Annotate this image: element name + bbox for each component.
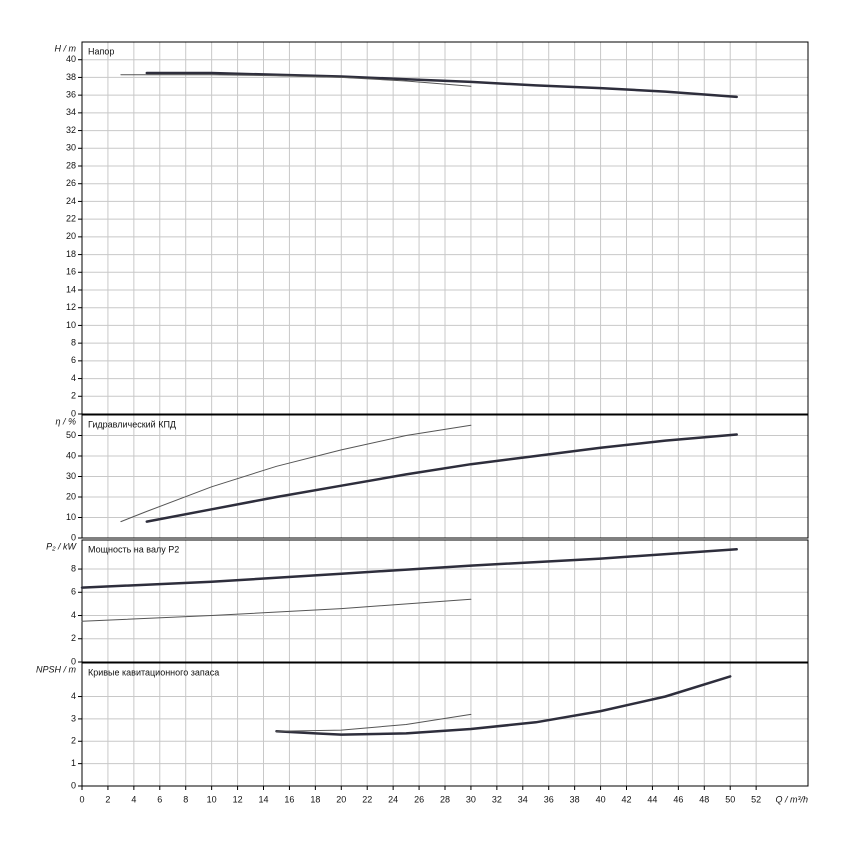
panel-title: Гидравлический КПД: [88, 419, 176, 429]
y-axis-label: NPSH / m: [36, 664, 77, 674]
x-tick-label: 6: [157, 794, 162, 804]
x-tick-label: 50: [725, 794, 735, 804]
y-tick-label: 22: [66, 214, 76, 224]
x-tick-label: 22: [362, 794, 372, 804]
y-tick-label: 2: [71, 633, 76, 643]
x-tick-label: 32: [492, 794, 502, 804]
y-tick-label: 2: [71, 736, 76, 746]
x-tick-label: 12: [233, 794, 243, 804]
y-tick-label: 24: [66, 196, 76, 206]
curve: [276, 713, 472, 732]
x-tick-label: 38: [570, 794, 580, 804]
panel-frame: [81, 414, 809, 539]
y-tick-label: 8: [71, 563, 76, 573]
y-tick-label: 20: [66, 231, 76, 241]
y-tick-label: 0: [71, 408, 76, 418]
y-tick-label: 0: [71, 780, 76, 790]
y-tick-label: 38: [66, 72, 76, 82]
x-tick-label: 16: [284, 794, 294, 804]
y-tick-label: 18: [66, 249, 76, 259]
x-tick-label: 40: [596, 794, 606, 804]
y-tick-label: 10: [66, 320, 76, 330]
y-tick-label: 40: [66, 450, 76, 460]
y-tick-label: 10: [66, 512, 76, 522]
x-tick-label: 24: [388, 794, 398, 804]
y-tick-label: 40: [66, 54, 76, 64]
y-tick-label: 26: [66, 178, 76, 188]
x-tick-label: 14: [258, 794, 268, 804]
x-tick-label: 30: [466, 794, 476, 804]
curve: [145, 71, 738, 99]
x-tick-label: 18: [310, 794, 320, 804]
y-tick-label: 6: [71, 587, 76, 597]
y-tick-label: 4: [71, 373, 76, 383]
y-tick-label: 30: [66, 471, 76, 481]
y-axis-label: P₂ / kW: [46, 541, 77, 551]
x-tick-label: 4: [131, 794, 136, 804]
x-tick-label: 10: [207, 794, 217, 804]
y-tick-label: 50: [66, 430, 76, 440]
y-tick-label: 3: [71, 713, 76, 723]
y-tick-label: 12: [66, 302, 76, 312]
x-axis-label: Q / m³/h: [775, 794, 808, 804]
curve: [275, 675, 732, 736]
y-axis-label: η / %: [55, 416, 76, 426]
y-tick-label: 14: [66, 284, 76, 294]
y-tick-label: 1: [71, 758, 76, 768]
y-tick-label: 30: [66, 143, 76, 153]
x-tick-label: 42: [621, 794, 631, 804]
x-tick-label: 0: [79, 794, 84, 804]
x-tick-label: 34: [518, 794, 528, 804]
y-tick-label: 16: [66, 267, 76, 277]
y-tick-label: 20: [66, 491, 76, 501]
x-tick-label: 28: [440, 794, 450, 804]
y-tick-label: 0: [71, 656, 76, 666]
x-tick-label: 52: [751, 794, 761, 804]
x-tick-label: 8: [183, 794, 188, 804]
x-tick-label: 48: [699, 794, 709, 804]
x-tick-label: 20: [336, 794, 346, 804]
x-tick-label: 36: [544, 794, 554, 804]
curve: [120, 424, 472, 523]
curve: [145, 433, 738, 523]
x-tick-label: 2: [105, 794, 110, 804]
x-tick-label: 26: [414, 794, 424, 804]
x-tick-label: 44: [647, 794, 657, 804]
panel-title: Кривые кавитационного запаса: [88, 667, 219, 677]
y-tick-label: 4: [71, 610, 76, 620]
y-tick-label: 28: [66, 160, 76, 170]
y-tick-label: 6: [71, 355, 76, 365]
curve: [80, 548, 738, 589]
y-tick-label: 2: [71, 391, 76, 401]
y-tick-label: 0: [71, 532, 76, 542]
y-tick-label: 36: [66, 90, 76, 100]
y-axis-label: H / m: [55, 43, 77, 53]
curve: [120, 74, 472, 87]
panel-frame: [81, 41, 809, 415]
y-tick-label: 32: [66, 125, 76, 135]
x-tick-label: 46: [673, 794, 683, 804]
panel-frame: [81, 539, 809, 663]
curve: [81, 598, 472, 622]
y-tick-label: 34: [66, 107, 76, 117]
y-tick-label: 8: [71, 338, 76, 348]
panel-title: Мощность на валу P2: [88, 544, 179, 554]
panel-title: Напор: [88, 46, 114, 56]
y-tick-label: 4: [71, 691, 76, 701]
